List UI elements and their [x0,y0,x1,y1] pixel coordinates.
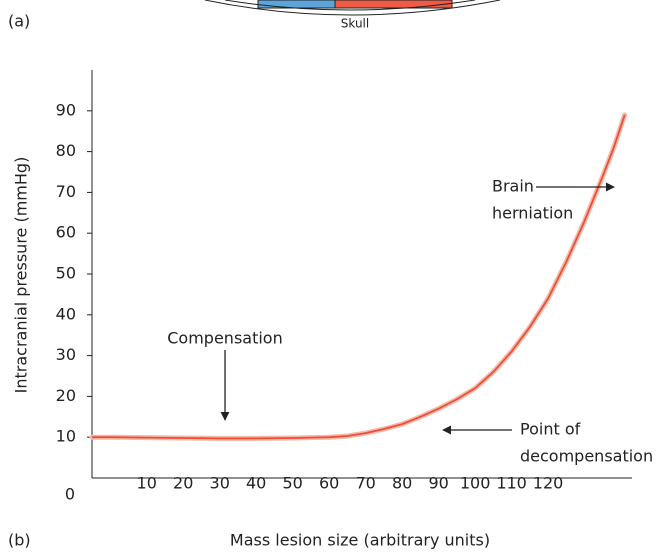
annotation: Brain [492,177,534,196]
x-tick-label: 80 [392,474,412,493]
origin-label: 0 [65,485,75,504]
x-tick-label: 10 [137,474,157,493]
y-tick-label: 20 [56,386,76,405]
x-tick-label: 60 [319,474,339,493]
x-tick-label: 70 [355,474,375,493]
annotation: Compensation [167,329,282,348]
y-axis-label: Intracranial pressure (mmHg) [12,157,31,394]
line-halo [89,112,628,441]
y-tick-label: 70 [56,182,76,201]
panel-label: (b) [8,531,31,550]
x-tick-label: 20 [173,474,193,493]
annotation: decompensation [520,447,653,466]
y-tick-label: 30 [56,345,76,364]
y-tick-label: 10 [56,427,76,446]
y-tick-label: 80 [56,141,76,160]
annotation: herniation [492,204,573,223]
y-tick-label: 40 [56,304,76,323]
skull-label: Skull [341,17,369,31]
y-tick-label: 90 [56,100,76,119]
skull-illustration [204,0,501,16]
y-tick-label: 50 [56,264,76,283]
panel-label: (a) [8,12,30,31]
annotation: Point of [520,420,581,439]
x-tick-label: 110 [496,474,527,493]
x-tick-label: 40 [246,474,266,493]
y-tick-label: 60 [56,223,76,242]
x-tick-label: 120 [533,474,564,493]
line [92,114,626,440]
x-tick-label: 100 [460,474,491,493]
x-axis-label: Mass lesion size (arbitrary units) [230,531,490,550]
x-tick-label: 90 [428,474,448,493]
x-tick-label: 50 [282,474,302,493]
x-tick-label: 30 [210,474,230,493]
